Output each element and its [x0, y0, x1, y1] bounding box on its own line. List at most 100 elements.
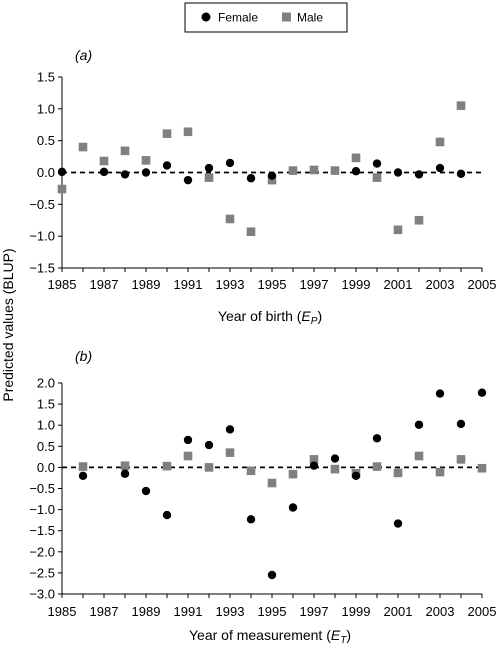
panel-b-female-point	[309, 461, 319, 470]
panel-a-x-tick-label: 1995	[258, 277, 287, 292]
panel-b-y-tick-label: 1.0	[37, 418, 55, 433]
legend-female-marker	[201, 12, 211, 22]
panel-a-female-point	[246, 174, 256, 183]
panel-b-male-point	[120, 461, 130, 471]
panel-a-x-tick-label: 2003	[426, 277, 455, 292]
panel-b-female-point	[393, 519, 403, 528]
panel-b-male-point	[456, 455, 466, 464]
panel-b-y-tick-label: −2.0	[29, 544, 55, 559]
panel-a-x-tick-label: 1999	[342, 277, 371, 292]
panel-b-female-point	[435, 389, 445, 398]
panel-a-x-tick-label: 2001	[384, 277, 413, 292]
panel-b-male-point	[246, 466, 256, 476]
panel-b-female-point	[330, 454, 340, 463]
panel-b-female-point	[351, 471, 361, 481]
panel-b-xlabel-subscript: T	[340, 635, 347, 646]
panel-a-x-axis-label: Year of birth (EP)	[218, 308, 322, 327]
panel-a-xlabel-symbol: E	[301, 308, 311, 324]
panel-b-male-point	[435, 467, 445, 477]
legend: Female Male	[184, 2, 348, 33]
panel-a-male-point	[435, 137, 445, 147]
panel-a-male-point	[78, 142, 88, 152]
panel-a-female-point	[414, 170, 424, 179]
panel-b-female-point	[120, 469, 130, 478]
panel-b: (b) Year of measurement (ET) 2.0 1.5 1.0 0.…	[29, 348, 496, 646]
panel-a-y-tick-label: 0.0	[37, 165, 55, 180]
panel-a: (a) Year of birth (EP) 1.5 1.0 0.5 0.0 −0.5 −…	[29, 47, 496, 327]
panel-b-male-point	[477, 463, 487, 473]
panel-b-y-tick-label: 0.0	[37, 460, 55, 475]
panel-b-female-point	[183, 435, 193, 445]
legend-male-label: Male	[297, 11, 323, 25]
panel-b-male-point	[288, 469, 298, 479]
panel-a-female-point	[99, 167, 109, 177]
panel-a-male-point	[246, 227, 256, 237]
panel-b-male-point	[372, 462, 382, 471]
panel-b-male-point	[393, 468, 403, 478]
panel-b-y-tick-label: −1.5	[29, 523, 55, 538]
panel-a-x-tick-label: 1991	[174, 277, 203, 292]
panel-a-male-point	[204, 173, 214, 182]
panel-b-female-point	[246, 515, 256, 524]
panel-a-female-point	[120, 170, 130, 179]
panel-a-female-point	[225, 158, 235, 168]
panel-a-male-point	[57, 184, 67, 194]
panel-b-male-point	[225, 448, 235, 457]
panel-a-x-tick-label: 1997	[300, 277, 329, 292]
legend-male-marker	[282, 12, 291, 22]
panel-a-female-point	[435, 163, 445, 173]
panel-a-female-point	[267, 171, 277, 180]
panel-a-male-point	[372, 173, 382, 182]
panel-a-y-tick-label: −1.5	[29, 261, 55, 276]
panel-a-male-point	[141, 156, 151, 165]
panel-a-male-point	[288, 166, 298, 175]
panel-a-female-point	[183, 175, 193, 185]
panel-b-x-tick-label: 1995	[258, 604, 287, 619]
panel-b-x-tick-label: 1987	[90, 604, 119, 619]
panel-b-female-point	[267, 570, 277, 580]
panel-b-female-point	[414, 420, 424, 429]
panel-a-y-tick-label: 1.5	[37, 70, 55, 85]
panel-a-xlabel-end: )	[317, 308, 322, 324]
panel-b-female-point	[162, 510, 172, 520]
panel-a-male-point	[120, 146, 130, 156]
panel-a-x-tick-label: 1987	[90, 277, 119, 292]
panel-b-female-point	[456, 419, 466, 429]
panel-b-female-point	[78, 471, 88, 481]
panel-b-xlabel-end: )	[346, 627, 351, 643]
panel-a-x-tick-label: 1985	[48, 277, 77, 292]
panel-a-y-tick-label: −0.5	[29, 197, 55, 212]
panel-a-male-point	[162, 129, 172, 138]
panel-b-female-point	[204, 440, 214, 450]
panel-a-female-point	[141, 168, 151, 177]
panel-b-xlabel-symbol: E	[331, 627, 341, 643]
panel-a-male-point	[330, 166, 340, 175]
panel-a-male-point	[183, 127, 193, 137]
panel-b-female-point	[288, 503, 298, 512]
panel-b-female-point	[141, 486, 151, 496]
panel-b-male-point	[204, 463, 214, 472]
panel-a-female-point	[456, 169, 466, 178]
panel-b-x-tick-label: 1999	[342, 604, 371, 619]
panel-b-male-point	[183, 451, 193, 461]
panel-b-female-point	[225, 425, 235, 434]
panel-b-y-tick-label: 1.5	[37, 397, 55, 412]
panel-a-xlabel-subscript: P	[311, 316, 318, 327]
legend-female-label: Female	[218, 11, 258, 25]
panel-b-male-point	[330, 464, 340, 474]
panel-a-female-point	[393, 168, 403, 177]
panel-a-female-point	[351, 167, 361, 176]
panel-a-female-point	[57, 167, 67, 177]
panel-a-x-tick-label: 1989	[132, 277, 161, 292]
panel-b-x-axis-label: Year of measurement (ET)	[189, 627, 351, 646]
panel-a-male-point	[309, 165, 319, 175]
panel-b-male-point	[414, 451, 424, 461]
panel-b-xlabel-main: Year of measurement (	[189, 627, 331, 643]
panel-a-male-point	[393, 225, 403, 235]
legend-box	[184, 2, 348, 33]
panel-b-female-point	[372, 434, 382, 443]
panel-b-x-tick-label: 1993	[216, 604, 245, 619]
panel-b-y-tick-label: −2.5	[29, 565, 55, 580]
panel-b-label: (b)	[75, 348, 92, 364]
